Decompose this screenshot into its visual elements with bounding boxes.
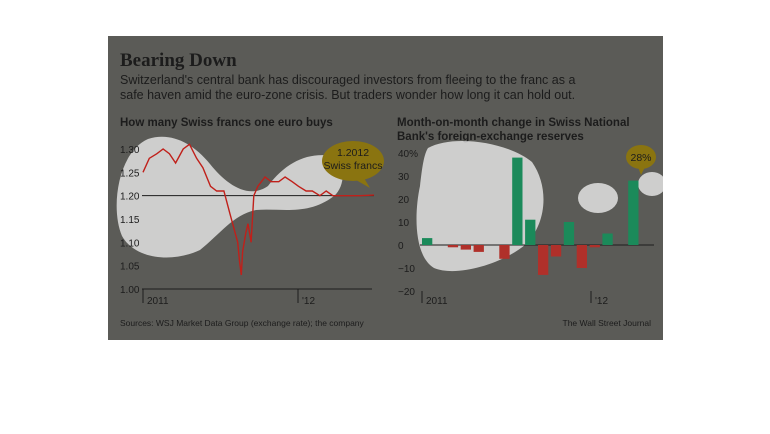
left-y-tick-label: 1.20 [120,192,140,203]
left-y-tick-label: 1.10 [120,238,140,249]
bar-2011-03 [447,245,459,248]
page-title: Bearing Down [120,50,237,71]
right-y-tick-label: 10 [398,218,410,229]
right-callout-pointer [638,167,645,175]
right-x-label-12: '12 [595,296,608,307]
bar-2012-01 [576,245,587,268]
left-callout-value: 1.2012 [337,147,369,159]
right-callout: 28% [626,145,656,175]
left-chart: 1.30 1.25 1.20 1.15 1.10 1.05 1.00 2011 '12 1.… [120,141,384,307]
right-x-label-2011: 2011 [426,296,448,307]
bar-2011-11 [550,245,562,257]
left-highlight-blob [116,136,343,258]
page-subtitle: Switzerland's central bank has discourag… [120,73,576,102]
right-chart-title: Month-on-month change in Swiss National … [397,117,630,143]
left-y-tick-label: 1.00 [120,285,140,296]
right-highlight-small-blob [578,183,618,213]
highlight-overlays [116,136,663,272]
left-callout-bubble [322,141,384,181]
left-y-tick-label: 1.05 [120,262,140,273]
left-x-label-2011: 2011 [147,296,169,307]
right-chart: 40% 30 20 10 0 −10 −20 2011 '12 28% [398,145,656,307]
left-callout-pointer [356,178,370,188]
bar-2011-08 [512,157,523,245]
left-y-tick-label: 1.25 [120,168,140,179]
right-highlight-blob [416,140,544,272]
sources-note: Sources: WSJ Market Data Group (exchange… [120,318,364,328]
bar-2011-10 [538,245,549,275]
bar-2011-01 [422,238,433,245]
bar-2011-07 [499,245,510,259]
bar-2012-05 [628,180,639,245]
bar-2011-12 [563,222,575,245]
bar-2011-09 [525,219,536,245]
left-callout-unit: Swiss francs [324,160,383,172]
bar-2011-05 [473,245,484,252]
right-y-tick-label: −20 [398,287,415,298]
chart-panel: Bearing Down Switzerland's central bank … [108,36,663,340]
right-callout-bubble [626,145,656,169]
right-highlight-edge-blob [638,172,663,196]
left-x-label-12: '12 [302,296,315,307]
right-y-tick-label: −10 [398,264,415,275]
left-y-tick-label: 1.15 [120,215,140,226]
charts-svg: 1.30 1.25 1.20 1.15 1.10 1.05 1.00 2011 '12 1.… [116,136,663,307]
right-callout-value: 28% [630,152,651,164]
left-series-line [142,143,375,276]
left-y-tick-label: 1.30 [120,145,140,156]
bar-2011-04 [460,245,471,250]
right-y-tick-label: 0 [398,241,404,252]
left-chart-title: How many Swiss francs one euro buys [120,117,333,129]
right-y-tick-label: 40% [398,149,418,160]
right-y-tick-label: 20 [398,195,410,206]
left-callout: 1.2012 Swiss francs [322,141,384,188]
credit-note: The Wall Street Journal [562,318,652,328]
bar-2012-03 [602,233,613,245]
bar-2012-02 [589,245,600,248]
right-y-tick-label: 30 [398,172,410,183]
